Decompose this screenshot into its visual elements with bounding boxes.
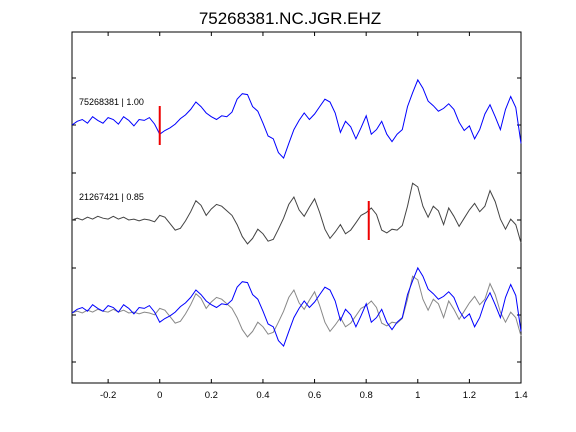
trace-2-line — [71, 182, 522, 245]
overlay-trace-1-line — [71, 266, 522, 348]
x-tick-label: 0.8 — [360, 390, 373, 401]
x-tick-label: 0.2 — [205, 390, 218, 401]
chart-title: 75268381.NC.JGR.EHZ — [199, 9, 381, 28]
x-tick-label: 0 — [157, 390, 162, 401]
x-tick-label: 1 — [415, 390, 420, 401]
trace-2-label: 21267421 | 0.85 — [79, 192, 144, 202]
plot-frame — [71, 31, 522, 384]
trace-1-line — [71, 78, 522, 160]
trace-1-label: 75268381 | 1.00 — [79, 97, 144, 107]
x-tick-label: 1.2 — [463, 390, 476, 401]
x-tick-label: 0.6 — [308, 390, 321, 401]
overlay-trace-2-line — [71, 275, 522, 338]
traces-group: 75268381 | 1.00 21267421 | 0.85 — [71, 78, 522, 348]
x-tick-label: 1.4 — [514, 390, 527, 401]
x-tick-label: 0.4 — [256, 390, 269, 401]
x-tick-label: -0.2 — [100, 390, 116, 401]
axis-ticks: -0.2 0 0.2 0.4 0.6 0.8 1 1.2 1.4 — [72, 32, 528, 401]
